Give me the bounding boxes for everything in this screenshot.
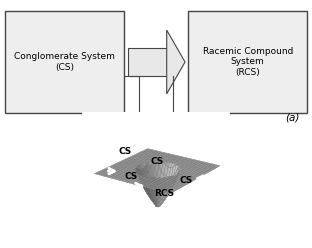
Text: Racemic Compound
System
(RCS): Racemic Compound System (RCS): [202, 47, 293, 77]
Bar: [5, 11, 124, 113]
Bar: [188, 11, 307, 113]
Text: (a): (a): [285, 112, 300, 122]
Polygon shape: [167, 30, 185, 94]
Bar: [129, 48, 174, 76]
Text: Conglomerate System
(CS): Conglomerate System (CS): [14, 52, 115, 72]
